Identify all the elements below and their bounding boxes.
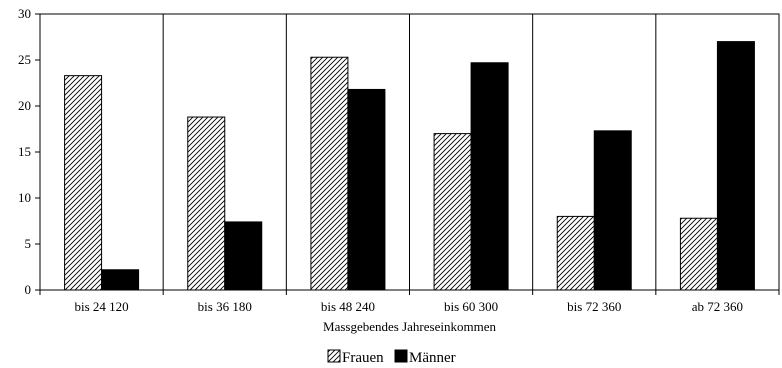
y-tick-label: 25 <box>18 52 31 67</box>
legend-label: Männer <box>409 350 456 366</box>
bar-maenner <box>224 221 263 291</box>
bar-frauen <box>187 116 226 291</box>
bar-maenner <box>593 130 632 291</box>
legend-label: Frauen <box>342 350 384 366</box>
x-tick-label: bis 24 120 <box>74 299 128 314</box>
bar-maenner <box>716 41 755 291</box>
x-tick-label: bis 48 240 <box>321 299 375 314</box>
x-axis-title: Massgebendes Jahreseinkommen <box>323 319 496 334</box>
bar-frauen <box>310 56 349 291</box>
x-tick-label: bis 72 360 <box>567 299 621 314</box>
bar-maenner <box>470 62 509 291</box>
legend-swatch <box>394 349 408 363</box>
y-tick-label: 30 <box>18 6 31 21</box>
bar-frauen <box>433 133 472 291</box>
y-axis: 0 5 10 15 20 25 30 <box>18 6 40 297</box>
y-tick-label: 0 <box>25 282 32 297</box>
x-axis: bis 24 120 bis 36 180 bis 48 240 bis 60 300… <box>39 290 780 314</box>
bar-frauen <box>556 215 595 291</box>
y-tick-label: 20 <box>18 98 31 113</box>
plot-area <box>39 13 780 291</box>
bar-frauen <box>679 217 718 291</box>
bar-maenner <box>101 269 140 291</box>
y-tick-label: 15 <box>18 144 31 159</box>
y-tick-label: 10 <box>18 190 31 205</box>
y-tick-label: 5 <box>25 236 32 251</box>
x-tick-label: ab 72 360 <box>692 299 743 314</box>
x-tick-label: bis 36 180 <box>198 299 252 314</box>
bars <box>64 41 755 291</box>
legend-swatch <box>327 349 341 363</box>
x-tick-label: bis 60 300 <box>444 299 498 314</box>
bar-maenner <box>347 88 386 291</box>
bar-frauen <box>64 75 103 291</box>
legend: Frauen Männer <box>327 349 456 366</box>
